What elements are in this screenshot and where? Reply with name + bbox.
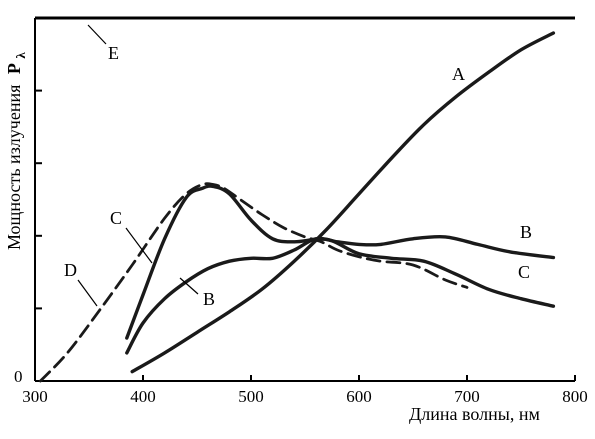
y-axis-label-group: Мощность излучения P λ bbox=[4, 52, 28, 250]
leader-e bbox=[87, 24, 107, 45]
y-ticks bbox=[35, 89, 42, 310]
curves bbox=[39, 31, 556, 383]
curve-labels: A B C B C D E bbox=[64, 24, 532, 309]
y-axis-label-subscript: λ bbox=[13, 52, 28, 59]
x-tick-label: 400 bbox=[130, 387, 156, 406]
curve-label-c-right: C bbox=[518, 262, 530, 282]
curve-label-e: E bbox=[108, 43, 119, 63]
curve-label-b-right: B bbox=[520, 222, 532, 242]
series-c-line bbox=[125, 184, 556, 340]
y-axis-label-symbol: P bbox=[4, 63, 24, 74]
x-tick-label: 600 bbox=[346, 387, 372, 406]
curve-label-d: D bbox=[64, 260, 77, 280]
series-d-line bbox=[39, 182, 469, 383]
series-a-line bbox=[130, 31, 556, 374]
leader-c-left bbox=[125, 227, 153, 264]
series-b-line bbox=[125, 234, 556, 355]
y-axis-label-main: Мощность излучения bbox=[4, 85, 24, 250]
curve-label-a: A bbox=[452, 64, 465, 84]
x-tick-label: 500 bbox=[238, 387, 264, 406]
x-tick-label: 300 bbox=[22, 387, 48, 406]
leader-d bbox=[77, 279, 98, 307]
y-axis-label: Мощность излучения P λ bbox=[4, 52, 28, 250]
x-ticks: 300 400 500 600 700 800 bbox=[22, 375, 588, 406]
leader-b-left bbox=[179, 277, 199, 295]
curve-label-c-left: C bbox=[110, 208, 122, 228]
y-zero-label: 0 bbox=[14, 367, 23, 386]
curve-label-b-left: B bbox=[203, 289, 215, 309]
x-axis-label: Длина волны, нм bbox=[409, 404, 540, 424]
x-tick-label: 800 bbox=[562, 387, 588, 406]
x-tick-label: 700 bbox=[454, 387, 480, 406]
